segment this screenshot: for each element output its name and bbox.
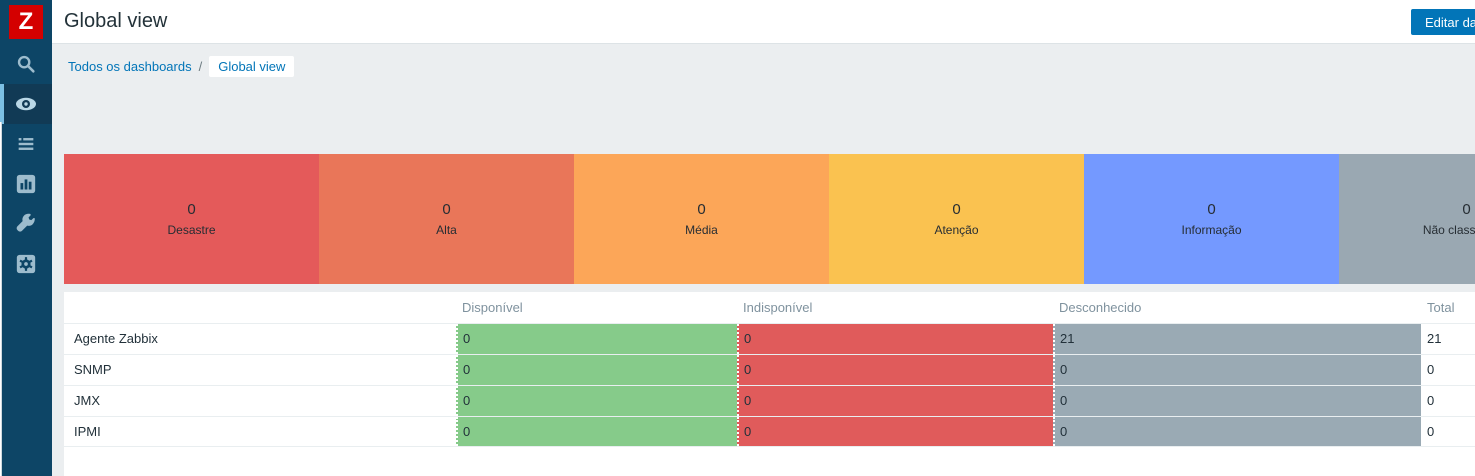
available-count-cell: 0 <box>456 355 737 385</box>
total-count-cell: 21 <box>1427 331 1442 346</box>
column-header-available: Disponível <box>462 300 523 315</box>
page-title: Global view <box>64 10 168 32</box>
interface-name: IPMI <box>74 424 101 439</box>
total-count-cell: 0 <box>1427 362 1435 377</box>
available-count-cell: 0 <box>456 386 737 416</box>
interface-name: Agente Zabbix <box>74 331 158 346</box>
table-row-ipmi: IPMI 0 0 0 0 <box>64 416 1475 447</box>
sidebar-item-inventory[interactable] <box>0 124 52 164</box>
severity-count: 0 <box>187 201 196 218</box>
unavailable-count-cell: 0 <box>737 386 1053 416</box>
table-row-snmp: SNMP 0 0 0 0 <box>64 354 1475 385</box>
unavailable-count-cell: 0 <box>737 324 1053 354</box>
interface-name: SNMP <box>74 362 112 377</box>
severity-box-average: 0 Média <box>574 154 829 284</box>
zabbix-logo-letter: Z <box>18 8 34 35</box>
list-icon <box>15 133 37 155</box>
breadcrumb: Todos os dashboards / Global view <box>68 56 295 77</box>
column-header-unavailable: Indisponível <box>743 300 813 315</box>
table-row-jmx: JMX 0 0 0 0 <box>64 385 1475 416</box>
sidebar-item-monitoring[interactable] <box>0 84 52 124</box>
column-header-total: Total <box>1427 300 1455 315</box>
severity-count: 0 <box>697 201 706 218</box>
severity-box-warning: 0 Atenção <box>829 154 1084 284</box>
available-count-cell: 0 <box>456 324 737 354</box>
sidebar-scrollbar[interactable] <box>0 122 2 476</box>
host-availability-widget: Disponível Indisponível Desconhecido Tot… <box>64 292 1475 476</box>
unavailable-count-cell: 0 <box>737 355 1053 385</box>
sidebar-item-reports[interactable] <box>0 164 52 204</box>
severity-count: 0 <box>1207 201 1216 218</box>
interface-name: JMX <box>74 393 100 408</box>
wrench-icon <box>15 213 37 235</box>
unavailable-count-cell: 0 <box>737 417 1053 446</box>
severity-box-disaster: 0 Desastre <box>64 154 319 284</box>
table-header-row: Disponível Indisponível Desconhecido Tot… <box>64 292 1475 323</box>
zabbix-logo[interactable]: Z <box>9 5 43 39</box>
unknown-count-cell: 0 <box>1053 386 1421 416</box>
column-header-unknown: Desconhecido <box>1059 300 1142 315</box>
severity-label: Não classificado <box>1422 223 1475 237</box>
column-header-name <box>64 292 456 323</box>
total-count-cell: 0 <box>1427 393 1435 408</box>
sidebar-item-search[interactable] <box>0 44 52 84</box>
sidebar-item-configuration[interactable] <box>0 204 52 244</box>
breadcrumb-separator: / <box>198 59 203 74</box>
sidebar: Z <box>0 0 52 476</box>
available-count-cell: 0 <box>456 417 737 446</box>
page-header: Global view <box>52 0 1475 44</box>
gear-icon <box>15 253 37 275</box>
severity-box-high: 0 Alta <box>319 154 574 284</box>
breadcrumb-current-dashboard[interactable]: Global view <box>209 56 295 77</box>
severity-label: Alta <box>436 223 457 237</box>
unknown-count-cell: 0 <box>1053 355 1421 385</box>
severity-box-not-classified: 0 Não classificado <box>1339 154 1475 284</box>
severity-label: Atenção <box>934 223 979 237</box>
severity-box-information: 0 Informação <box>1084 154 1339 284</box>
table-row-agente-zabbix: Agente Zabbix 0 0 21 21 <box>64 323 1475 354</box>
severity-count: 0 <box>1462 201 1471 218</box>
severity-count: 0 <box>952 201 961 218</box>
total-count-cell: 0 <box>1427 424 1435 439</box>
unknown-count-cell: 0 <box>1053 417 1421 446</box>
eye-icon <box>14 92 38 116</box>
bar-chart-icon <box>15 173 37 195</box>
severity-count: 0 <box>442 201 451 218</box>
sidebar-item-administration[interactable] <box>0 244 52 284</box>
unknown-count-cell: 21 <box>1053 324 1421 354</box>
edit-dashboard-button[interactable]: Editar dashboard <box>1411 9 1475 35</box>
breadcrumb-all-dashboards-link[interactable]: Todos os dashboards <box>68 59 192 74</box>
problems-by-severity-widget: 0 Desastre 0 Alta 0 Média 0 Atenção 0 In… <box>64 154 1475 284</box>
severity-label: Desastre <box>167 223 216 237</box>
severity-label: Informação <box>1181 223 1242 237</box>
search-icon <box>15 53 37 75</box>
severity-label: Média <box>685 223 718 237</box>
